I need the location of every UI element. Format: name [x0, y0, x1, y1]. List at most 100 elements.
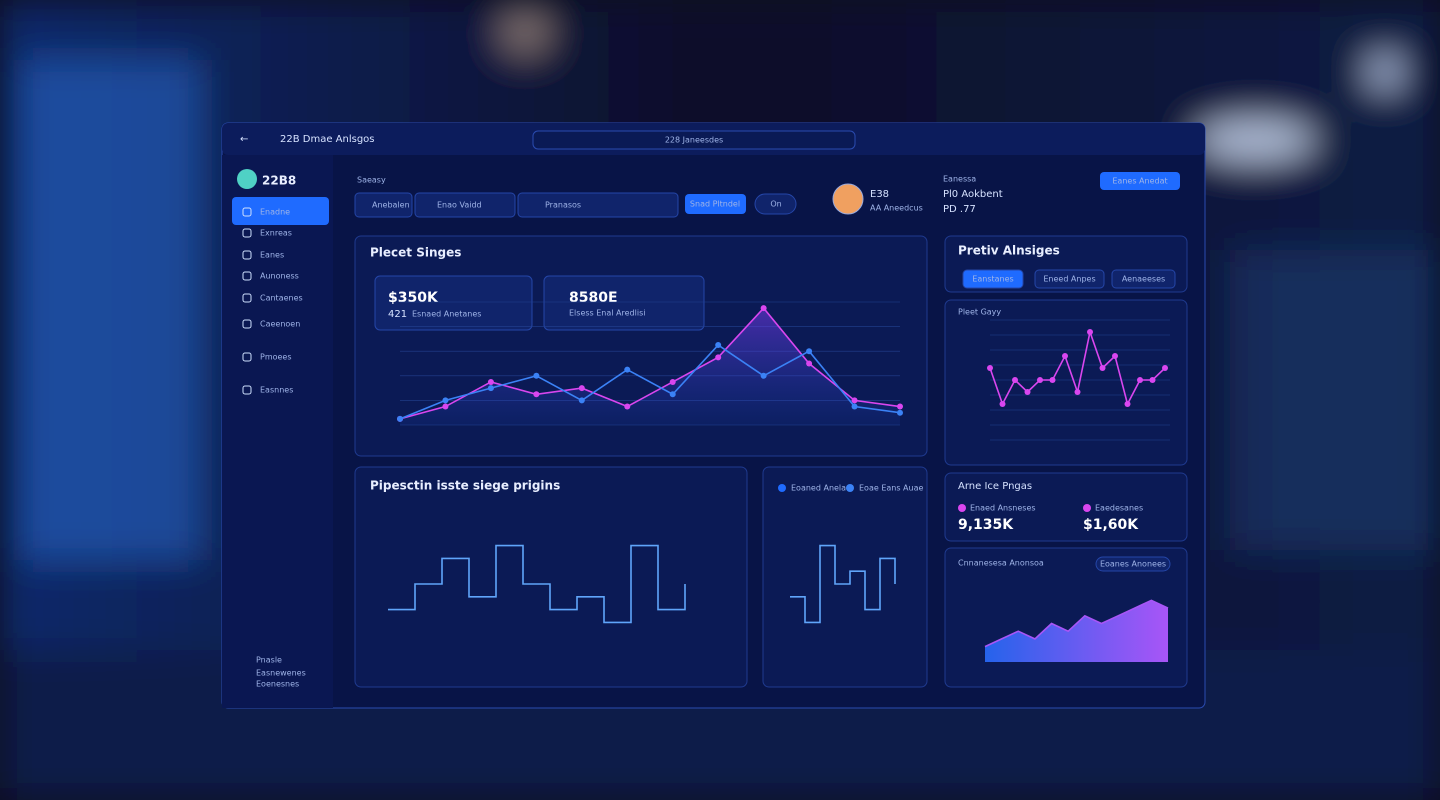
point	[1099, 365, 1106, 371]
kpi-value: 9,135K	[958, 517, 1014, 533]
nav-icon	[242, 293, 252, 303]
point	[1024, 389, 1031, 395]
button[interactable]	[685, 194, 746, 214]
line	[984, 599, 1169, 648]
back-icon[interactable]: ←	[240, 134, 248, 145]
nav-item[interactable]: Aunoness	[260, 272, 299, 281]
point	[1074, 389, 1081, 395]
point	[987, 365, 993, 371]
tab-text: Eanstanes	[972, 275, 1013, 284]
nav-item[interactable]: Caeenoen	[260, 320, 300, 329]
kpi-value: 8580E	[569, 290, 618, 306]
search-text: 228 Janeesdes	[665, 136, 723, 145]
nav-icon	[242, 271, 252, 281]
summary-label: Eanessa	[943, 175, 976, 184]
point	[1062, 353, 1068, 359]
point	[533, 372, 540, 379]
kpi-sub: 421	[388, 309, 407, 320]
field[interactable]	[414, 192, 516, 218]
kpi-dot	[1083, 504, 1091, 512]
sidebar-footer[interactable]: Easnewenes	[256, 669, 306, 678]
toolbar-label: Saeasy	[357, 176, 386, 185]
tab[interactable]	[1034, 269, 1105, 289]
legend-swatch	[846, 484, 854, 492]
legend-text: Eoaned Anela	[791, 484, 846, 493]
point	[715, 342, 722, 349]
point	[999, 401, 1006, 407]
sidebar-footer[interactable]: Eoenesnes	[256, 680, 299, 689]
active-item[interactable]	[232, 197, 329, 225]
line	[388, 544, 686, 624]
nav-icon	[242, 319, 252, 329]
button-text: Snad Pltndel	[690, 200, 740, 209]
panel-title: Plecet Singes	[370, 246, 461, 260]
point	[669, 378, 676, 385]
kpi-label: Enaed Ansneses	[970, 504, 1036, 513]
nav-item[interactable]: Easnnes	[260, 386, 293, 395]
legend-text: Eoae Eans Auae	[859, 484, 924, 493]
panel-title: Cnnanesesa Anonsoa	[958, 559, 1044, 568]
point	[578, 397, 585, 404]
search-box[interactable]	[532, 130, 856, 150]
point	[442, 397, 449, 404]
kpi-value: $350K	[388, 290, 439, 306]
summary-value: PD .77	[943, 204, 976, 215]
field-text: Anebalen	[372, 201, 410, 210]
button[interactable]	[1100, 172, 1180, 190]
kpi-card	[543, 275, 705, 331]
profile-name: AA Aneedcus	[870, 204, 923, 213]
point	[487, 385, 494, 392]
point	[1049, 377, 1056, 383]
point	[1037, 377, 1043, 383]
point	[1112, 353, 1118, 359]
point	[624, 403, 631, 410]
summary-title: Pl0 Aokbent	[943, 189, 1003, 200]
point	[1124, 401, 1131, 407]
point	[715, 354, 722, 361]
tab[interactable]	[962, 269, 1024, 289]
toggle-text: On	[770, 200, 781, 209]
nav-icon	[242, 207, 252, 217]
point	[533, 391, 540, 398]
brand: 22B8	[262, 174, 296, 188]
tab[interactable]	[1111, 269, 1176, 289]
panel	[944, 299, 1188, 466]
profile-photo	[832, 183, 864, 215]
point	[1012, 377, 1018, 383]
app-title: 22B Dmae Anlsgos	[280, 134, 375, 145]
point	[442, 403, 449, 410]
kpi-caption: Elsess Enal Aredlisi	[569, 309, 645, 318]
point	[897, 409, 903, 416]
panel	[354, 466, 748, 688]
point	[806, 360, 813, 367]
field-text: Pranasos	[545, 201, 581, 210]
field[interactable]	[517, 192, 679, 218]
toggle[interactable]	[754, 193, 797, 215]
line	[399, 344, 901, 420]
line	[399, 306, 901, 420]
nav-icon	[242, 228, 252, 238]
kpi-label: Eaedesanes	[1095, 504, 1143, 513]
legend-swatch	[778, 484, 786, 492]
kpi-dot	[958, 504, 966, 512]
nav-icon	[242, 385, 252, 395]
field[interactable]	[354, 192, 413, 218]
nav-item[interactable]: Enadne	[260, 208, 290, 217]
tab-text: Aenaeeses	[1122, 275, 1165, 284]
nav-item[interactable]: Exnreas	[260, 229, 292, 238]
point	[669, 391, 676, 398]
nav-item[interactable]: Pmoees	[260, 353, 292, 362]
point	[851, 397, 858, 404]
pill[interactable]	[1095, 556, 1171, 572]
nav-item[interactable]: Eanes	[260, 251, 284, 260]
panel-title: Pleet Gayy	[958, 308, 1001, 317]
nav-item[interactable]: Cantaenes	[260, 294, 303, 303]
point	[1087, 329, 1093, 335]
point	[624, 366, 631, 373]
panel-title: Pipesctin isste siege prigins	[370, 479, 560, 493]
pill-text: Eoanes Anonees	[1100, 560, 1166, 569]
sidebar-footer[interactable]: Pnasle	[256, 656, 282, 665]
point	[806, 348, 813, 355]
panel	[762, 466, 928, 688]
